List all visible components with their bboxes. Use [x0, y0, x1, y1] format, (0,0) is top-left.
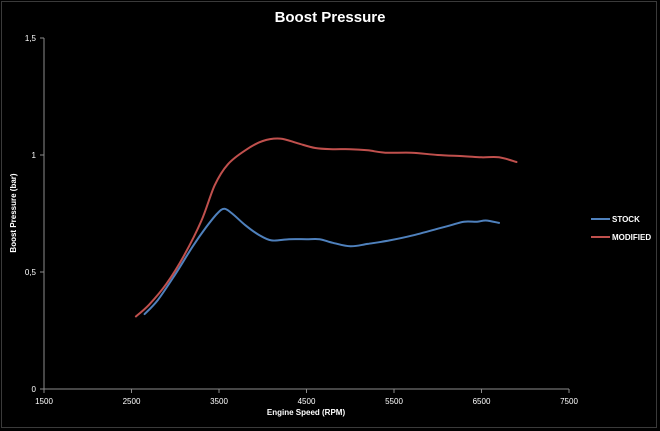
legend-label: STOCK	[612, 215, 640, 224]
y-tick-label: 0,5	[25, 268, 37, 277]
x-tick-label: 5500	[385, 397, 403, 406]
y-tick-label: 1,5	[25, 34, 37, 43]
x-tick-label: 2500	[123, 397, 141, 406]
chart-title: Boost Pressure	[275, 9, 386, 26]
y-tick-label: 1	[32, 151, 37, 160]
x-tick-label: 3500	[210, 397, 228, 406]
modified-series-line	[134, 137, 518, 318]
x-tick-label: 7500	[560, 397, 578, 406]
x-tick-label: 6500	[473, 397, 491, 406]
axes: 1500 2500 3500 4500 5500 6500 7500 0 0,5 1 1,5	[25, 34, 579, 406]
y-tick-label: 0	[32, 385, 37, 394]
series-lines	[134, 137, 518, 318]
y-axis-title: Boost Pressure (bar)	[9, 173, 18, 252]
legend-label: MODIFIED	[612, 233, 651, 242]
legend-item-modified: MODIFIED	[591, 233, 651, 242]
x-tick-label: 1500	[35, 397, 53, 406]
stock-series-line	[143, 207, 500, 316]
x-tick-label: 4500	[298, 397, 316, 406]
x-axis-title: Engine Speed (RPM)	[267, 408, 346, 417]
legend-item-stock: STOCK	[591, 215, 640, 224]
legend: STOCK MODIFIED	[591, 215, 651, 242]
